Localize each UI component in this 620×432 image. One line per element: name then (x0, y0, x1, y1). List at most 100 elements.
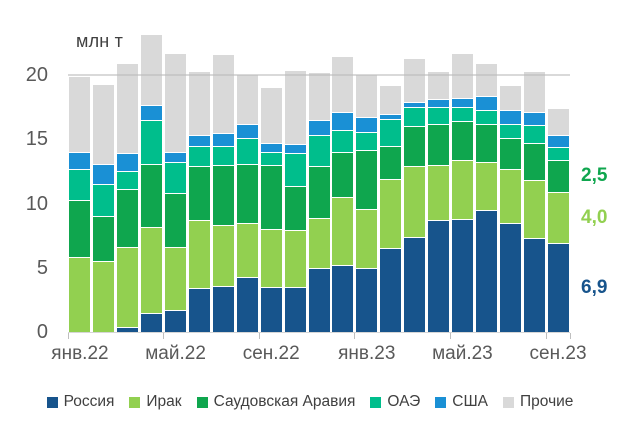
bar-segment-saudi-arabia (451, 121, 473, 160)
bar-segment-usa (188, 135, 210, 146)
legend-swatch-russia (46, 396, 58, 408)
bar-segment-uae (356, 131, 378, 150)
bar-янв.23 (356, 73, 378, 332)
bar-segment-russia (523, 238, 545, 332)
bar-segment-saudi-arabia (212, 164, 234, 226)
bar-segment-uae (188, 145, 210, 167)
bar-segment-usa (284, 144, 306, 154)
bar-segment-saudi-arabia (188, 166, 210, 221)
x-axis-tick-label: янв.23 (338, 343, 396, 364)
bar-segment-uae (499, 123, 521, 138)
bar-segment-uae (212, 145, 234, 165)
x-axis-tick (67, 333, 69, 339)
bar-segment-uae (117, 171, 139, 190)
bar-segment-russia (547, 243, 569, 332)
bar-фев.22 (93, 84, 115, 332)
bar-segment-usa (212, 132, 234, 146)
bar-segment-usa (547, 135, 569, 147)
bar-segment-saudi-arabia (93, 216, 115, 262)
bar-segment-usa (141, 104, 163, 120)
bar-мар.23 (404, 58, 426, 332)
bar-segment-iraq (428, 164, 450, 221)
bar-segment-iraq (284, 230, 306, 288)
bar-segment-russia (117, 326, 139, 332)
y-axis-tick-label: 5 (36, 256, 48, 279)
legend-item-saudi-arabia: Саудовская Аравия (196, 393, 355, 411)
legend-swatch-usa (435, 396, 447, 408)
bar-segment-others (523, 71, 545, 113)
legend-label: Прочие (520, 393, 574, 410)
bar-segment-others (380, 85, 402, 114)
value-label-saudi-arabia: 2,5 (581, 164, 608, 186)
bar-segment-uae (236, 137, 258, 164)
bar-дек.22 (332, 55, 354, 332)
bar-segment-russia (475, 209, 497, 332)
bar-ноя.22 (308, 72, 330, 332)
bar-segment-russia (165, 310, 187, 332)
bar-segment-others (93, 84, 115, 164)
bar-segment-russia (356, 267, 378, 332)
bar-segment-usa (117, 153, 139, 172)
bar-segment-russia (404, 236, 426, 332)
bar-segment-russia (380, 248, 402, 332)
bar-segment-usa (523, 112, 545, 126)
bar-segment-russia (308, 267, 330, 332)
value-label-russia: 6,9 (581, 276, 608, 298)
bar-сен.23 (547, 108, 569, 332)
y-axis-tick-label: 15 (25, 128, 48, 151)
bar-segment-others (284, 69, 306, 145)
legend-swatch-others (503, 396, 515, 408)
bar-segment-iraq (93, 261, 115, 332)
bar-сен.22 (260, 86, 282, 332)
bar-segment-russia (499, 222, 521, 332)
bar-апр.23 (428, 71, 450, 332)
bar-segment-saudi-arabia (236, 163, 258, 223)
bar-segment-saudi-arabia (260, 164, 282, 230)
bar-segment-usa (499, 109, 521, 124)
bar-июн.22 (188, 71, 210, 332)
bar-segment-iraq (236, 222, 258, 277)
y-axis-tick-label: 10 (25, 192, 48, 215)
bar-segment-iraq (404, 166, 426, 237)
bar-segment-saudi-arabia (380, 145, 402, 180)
bar-segment-iraq (451, 159, 473, 219)
bar-segment-russia (212, 285, 234, 332)
bar-segment-others (547, 108, 569, 136)
bar-segment-others (356, 73, 378, 118)
bar-segment-others (236, 73, 258, 124)
bar-авг.22 (236, 73, 258, 332)
bar-segment-uae (93, 184, 115, 217)
bar-segment-iraq (308, 217, 330, 268)
legend-item-others: Прочие (503, 393, 573, 411)
bar-segment-usa (428, 99, 450, 108)
legend-swatch-uae (370, 396, 382, 408)
bar-segment-saudi-arabia (404, 126, 426, 167)
bar-segment-saudi-arabia (356, 149, 378, 209)
bar-segment-iraq (165, 247, 187, 311)
y-axis-tick-label: 20 (25, 64, 48, 86)
bar-segment-uae (332, 130, 354, 153)
x-axis-tick-label: сен.22 (242, 343, 300, 364)
bar-segment-russia (451, 218, 473, 332)
bar-июн.23 (475, 63, 497, 332)
bar-segment-uae (308, 135, 330, 167)
bar-segment-russia (260, 287, 282, 332)
bar-segment-iraq (499, 168, 521, 223)
bar-segment-saudi-arabia (332, 152, 354, 198)
bar-segment-iraq (523, 180, 545, 239)
bar-segment-iraq (260, 229, 282, 288)
bar-segment-usa (404, 101, 426, 108)
x-axis-tick-label: май.22 (145, 343, 206, 364)
bar-янв.22 (69, 76, 91, 332)
bar-окт.22 (284, 69, 306, 332)
bar-segment-usa (332, 112, 354, 131)
x-axis-tick (449, 333, 451, 339)
bar-segment-saudi-arabia (141, 163, 163, 227)
bar-segment-uae (523, 125, 545, 144)
bar-май.22 (165, 53, 187, 332)
bar-segment-saudi-arabia (117, 189, 139, 248)
bar-segment-uae (428, 107, 450, 124)
bar-segment-russia (428, 220, 450, 332)
y-axis-tick-label: 0 (36, 321, 48, 343)
legend-item-iraq: Ирак (129, 393, 182, 411)
